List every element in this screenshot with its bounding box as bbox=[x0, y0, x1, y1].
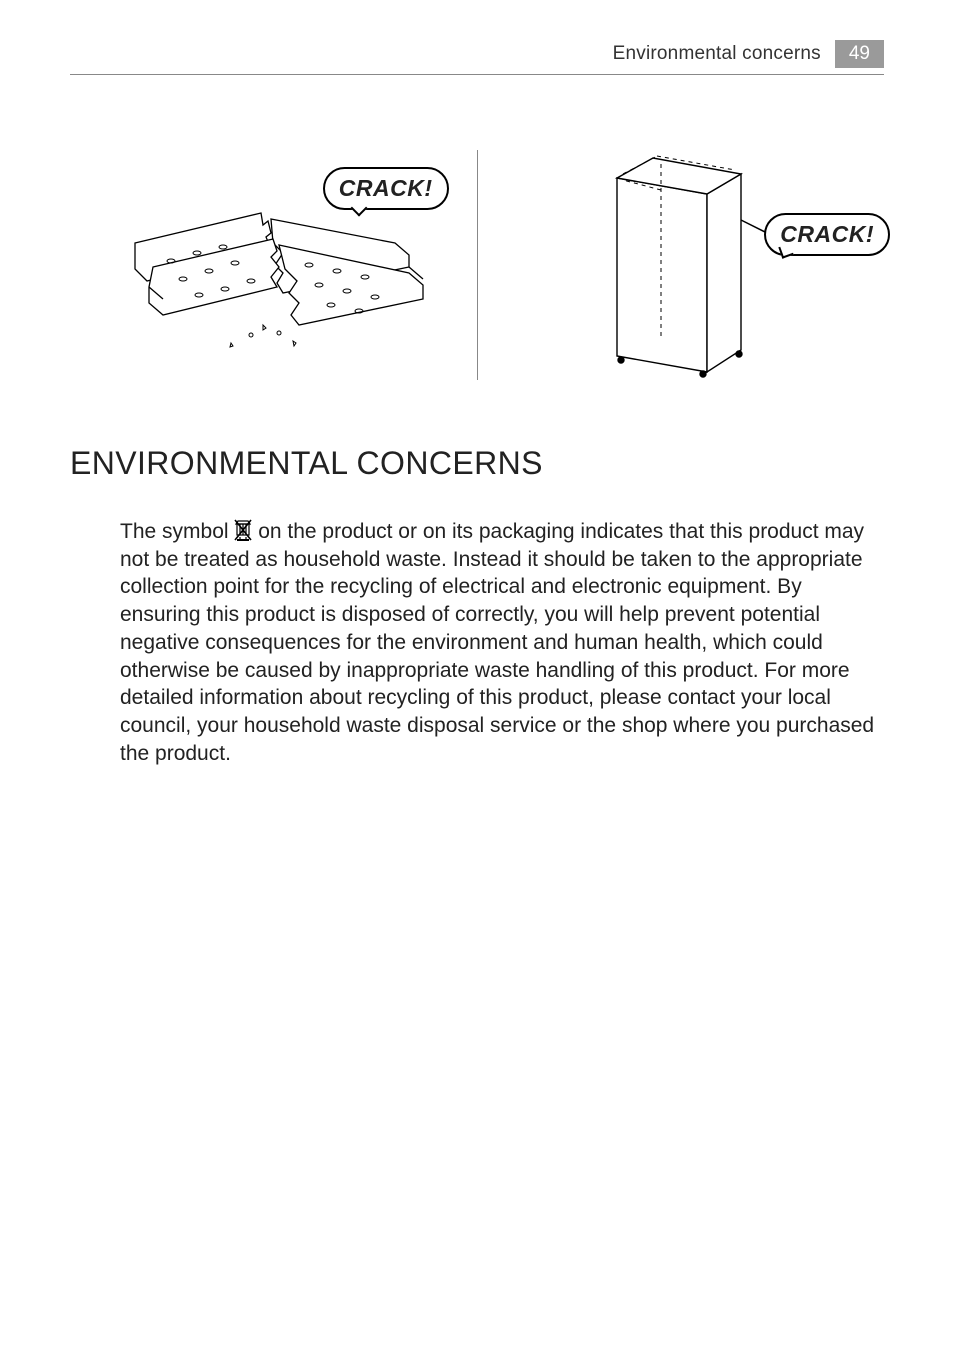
crack-bubble-right: CRACK! bbox=[764, 213, 890, 256]
section-heading: ENVIRONMENTAL CONCERNS bbox=[70, 445, 884, 482]
fridge-illustration bbox=[571, 150, 791, 380]
header-rule bbox=[70, 74, 884, 75]
page-number-badge: 49 bbox=[835, 40, 884, 68]
page-header: Environmental concerns 49 bbox=[70, 40, 884, 68]
figure-cracker: CRACK! bbox=[70, 145, 477, 385]
body-text-after: on the product or on its packaging indic… bbox=[120, 520, 874, 765]
weee-icon bbox=[234, 519, 252, 541]
page-root: Environmental concerns 49 bbox=[0, 0, 954, 1352]
crack-bubble-left: CRACK! bbox=[323, 167, 449, 210]
body-text-before: The symbol bbox=[120, 520, 234, 543]
section-body: The symbol on the product or on its pack… bbox=[120, 518, 884, 767]
header-title: Environmental concerns bbox=[613, 43, 821, 65]
figure-row: CRACK! bbox=[70, 145, 884, 385]
figure-fridge: CRACK! bbox=[478, 145, 885, 385]
